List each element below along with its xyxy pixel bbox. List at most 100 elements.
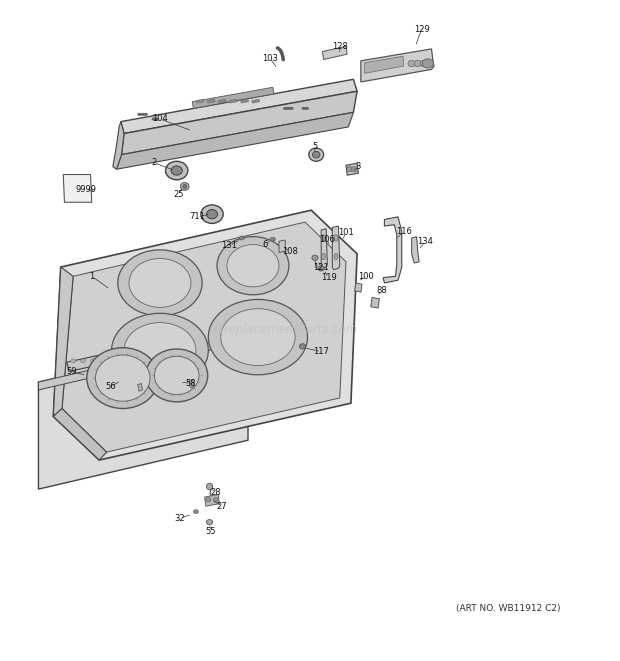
Text: 2: 2 — [151, 158, 156, 167]
Ellipse shape — [322, 235, 326, 241]
Ellipse shape — [193, 510, 198, 514]
Ellipse shape — [183, 184, 187, 188]
Text: 131: 131 — [221, 241, 237, 251]
Ellipse shape — [91, 359, 95, 363]
Ellipse shape — [118, 250, 202, 316]
Text: 134: 134 — [417, 237, 433, 246]
Polygon shape — [121, 79, 357, 134]
Ellipse shape — [290, 107, 293, 110]
Polygon shape — [365, 56, 404, 73]
Ellipse shape — [283, 107, 287, 110]
Ellipse shape — [206, 210, 218, 219]
Ellipse shape — [239, 236, 244, 240]
Text: 129: 129 — [414, 24, 430, 34]
Text: 28: 28 — [210, 488, 221, 497]
Text: 108: 108 — [282, 247, 298, 256]
Text: 59: 59 — [66, 367, 76, 376]
Polygon shape — [229, 99, 237, 103]
Ellipse shape — [312, 151, 320, 158]
Ellipse shape — [420, 60, 428, 67]
Ellipse shape — [87, 348, 159, 408]
Polygon shape — [371, 297, 379, 308]
Ellipse shape — [408, 60, 415, 67]
Ellipse shape — [206, 483, 213, 490]
Polygon shape — [113, 122, 124, 169]
Polygon shape — [207, 99, 215, 103]
Text: 103: 103 — [262, 54, 278, 63]
Text: 27: 27 — [216, 502, 228, 511]
Text: 711: 711 — [189, 212, 205, 221]
Text: 1: 1 — [89, 272, 94, 281]
Ellipse shape — [334, 253, 338, 260]
Polygon shape — [218, 99, 226, 103]
Ellipse shape — [309, 148, 324, 161]
Polygon shape — [361, 49, 434, 82]
Ellipse shape — [110, 359, 115, 363]
Ellipse shape — [270, 237, 275, 241]
Polygon shape — [138, 383, 143, 391]
Polygon shape — [62, 222, 346, 452]
Text: 100: 100 — [358, 272, 374, 281]
Polygon shape — [322, 46, 347, 59]
Text: 119: 119 — [321, 273, 337, 282]
Text: 128: 128 — [332, 42, 348, 51]
Polygon shape — [53, 210, 357, 460]
Ellipse shape — [129, 258, 191, 307]
Ellipse shape — [206, 520, 213, 525]
Ellipse shape — [299, 344, 306, 349]
Ellipse shape — [201, 205, 223, 223]
Ellipse shape — [152, 118, 156, 120]
Polygon shape — [192, 87, 274, 108]
Ellipse shape — [171, 166, 182, 175]
Polygon shape — [321, 229, 327, 268]
Text: 5: 5 — [312, 142, 317, 151]
Ellipse shape — [414, 60, 422, 67]
Ellipse shape — [146, 349, 208, 402]
Ellipse shape — [213, 498, 218, 502]
Ellipse shape — [286, 107, 290, 110]
Polygon shape — [67, 350, 123, 371]
Polygon shape — [383, 217, 402, 283]
Polygon shape — [205, 494, 219, 506]
Ellipse shape — [95, 355, 150, 401]
Text: 116: 116 — [396, 227, 412, 236]
Polygon shape — [279, 240, 285, 253]
Text: 117: 117 — [313, 347, 329, 356]
Ellipse shape — [318, 266, 324, 271]
Polygon shape — [38, 333, 248, 489]
Polygon shape — [355, 283, 362, 292]
Polygon shape — [346, 163, 358, 175]
Ellipse shape — [206, 498, 211, 502]
Ellipse shape — [144, 113, 148, 116]
Ellipse shape — [81, 359, 86, 363]
Ellipse shape — [347, 167, 353, 172]
Ellipse shape — [422, 59, 433, 68]
Polygon shape — [332, 226, 340, 270]
Polygon shape — [252, 99, 260, 103]
Ellipse shape — [138, 113, 141, 116]
Ellipse shape — [305, 107, 309, 110]
Ellipse shape — [180, 182, 189, 190]
Text: 32: 32 — [174, 514, 185, 523]
Polygon shape — [189, 379, 194, 388]
Ellipse shape — [312, 255, 318, 260]
Ellipse shape — [334, 235, 338, 241]
Polygon shape — [63, 175, 92, 202]
Ellipse shape — [141, 113, 144, 116]
Ellipse shape — [352, 167, 358, 172]
Ellipse shape — [227, 245, 279, 287]
Ellipse shape — [322, 253, 326, 260]
Text: 6: 6 — [263, 240, 268, 249]
Text: 121: 121 — [313, 262, 329, 272]
Text: 25: 25 — [174, 190, 184, 199]
Text: 101: 101 — [338, 228, 354, 237]
Ellipse shape — [221, 309, 295, 366]
Polygon shape — [196, 99, 204, 103]
Ellipse shape — [154, 356, 199, 395]
Ellipse shape — [166, 161, 188, 180]
Polygon shape — [53, 267, 73, 416]
Text: 56: 56 — [105, 382, 116, 391]
Ellipse shape — [302, 107, 306, 110]
Ellipse shape — [154, 118, 158, 120]
Text: 58: 58 — [185, 379, 197, 388]
